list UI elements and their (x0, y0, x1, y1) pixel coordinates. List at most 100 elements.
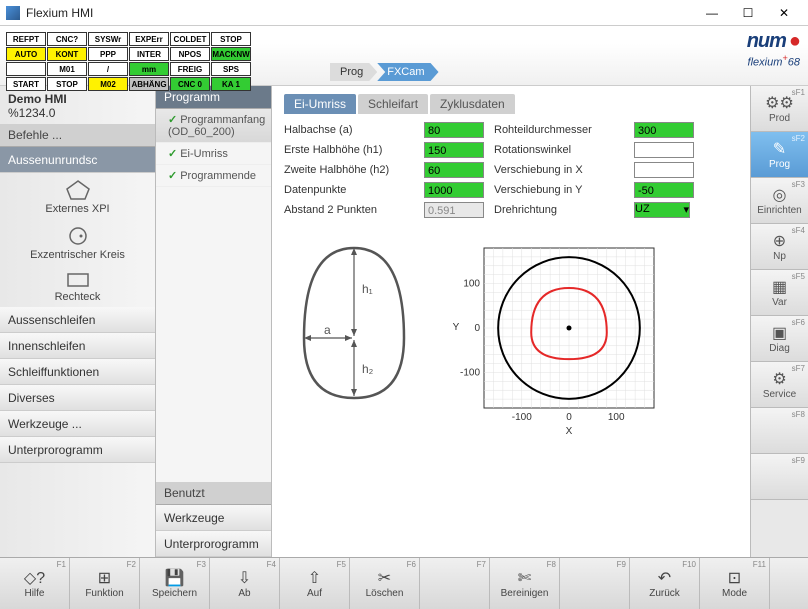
tree-item[interactable]: ✓Programmende (156, 165, 271, 187)
status-cell: ABHÄNG (129, 77, 169, 91)
status-cell: SYSWr (88, 32, 128, 46)
side-f-button[interactable]: sF5▦Var (751, 270, 808, 316)
maximize-button[interactable]: ☐ (730, 2, 766, 24)
close-button[interactable]: ✕ (766, 2, 802, 24)
param-label: Zweite Halbhöhe (h2) (284, 164, 414, 176)
status-cell: REFPT (6, 32, 46, 46)
params-grid: Halbachse (a) 80 Rohteildurchmesser 300 Erst… (284, 122, 738, 218)
bottom-button[interactable]: F5⇧Auf (280, 558, 350, 609)
status-cell: M02 (88, 77, 128, 91)
logo-sub: flexium+68 (748, 53, 800, 69)
left-nav-button[interactable]: Innenschleifen (0, 333, 155, 359)
param-label: Rotationswinkel (494, 144, 624, 156)
side-f-button[interactable]: sF3◎Einrichten (751, 178, 808, 224)
status-cell (6, 62, 46, 76)
param-label: Drehrichtung (494, 204, 624, 216)
left-nav-button[interactable]: Werkzeuge ... (0, 411, 155, 437)
param-value[interactable]: UZ ▾ (634, 202, 690, 218)
mid-button[interactable]: Unterprorogramm (156, 531, 271, 557)
bottom-button[interactable]: F2⊞Funktion (70, 558, 140, 609)
status-cell: EXPErr (129, 32, 169, 46)
side-f-button[interactable]: sF6▣Diag (751, 316, 808, 362)
svg-text:-100: -100 (460, 367, 480, 378)
svg-text:0: 0 (566, 412, 572, 423)
bottom-button[interactable]: F10↶Zurück (630, 558, 700, 609)
bottom-button[interactable]: F8✄Bereinigen (490, 558, 560, 609)
bottom-button[interactable]: F6✂Löschen (350, 558, 420, 609)
shape-list: Externes XPIExzentrischer KreisRechteck (0, 173, 155, 307)
param-label: Verschiebung in X (494, 164, 624, 176)
shape-item[interactable]: Exzentrischer Kreis (0, 219, 155, 265)
left-nav-button[interactable]: Schleiffunktionen (0, 359, 155, 385)
param-label: Halbachse (a) (284, 124, 414, 136)
shape-item[interactable]: Rechteck (0, 265, 155, 307)
bottom-toolbar: F1◇?HilfeF2⊞FunktionF3💾SpeichernF4⇩AbF5⇧… (0, 557, 808, 609)
shape-item[interactable]: Externes XPI (0, 173, 155, 219)
nav-active[interactable]: Aussenunrundsc (0, 147, 155, 173)
param-value[interactable]: 1000 (424, 182, 484, 198)
side-f-button[interactable]: sF1⚙⚙Prod (751, 86, 808, 132)
side-f-button[interactable]: sF8 (751, 408, 808, 454)
minimize-button[interactable]: — (694, 2, 730, 24)
tree-item[interactable]: ✓Ei-Umriss (156, 143, 271, 165)
param-value[interactable]: -50 (634, 182, 694, 198)
main: Demo HMI %1234.0 Befehle ... Aussenunrun… (0, 86, 808, 557)
logo-num: num (747, 30, 800, 53)
param-value[interactable]: 150 (424, 142, 484, 158)
left-nav-button[interactable]: Aussenschleifen (0, 307, 155, 333)
status-cell: STOP (211, 32, 251, 46)
breadcrumb-item[interactable]: Prog (330, 63, 377, 81)
param-value[interactable]: 60 (424, 162, 484, 178)
status-cell: START (6, 77, 46, 91)
param-label: Rohteildurchmesser (494, 124, 624, 136)
program-tree: ✓Programmanfang (OD_60_200)✓Ei-Umriss✓Pr… (156, 109, 271, 187)
svg-text:h₁: h₁ (362, 282, 373, 296)
xy-chart: -100-10000100100XY (444, 238, 674, 438)
param-value[interactable] (634, 162, 694, 178)
side-f-button[interactable]: sF4⊕Np (751, 224, 808, 270)
used-head: Benutzt (156, 482, 271, 505)
svg-text:X: X (566, 426, 573, 437)
side-f-button[interactable]: sF9 (751, 454, 808, 500)
bottom-button: F9 (560, 558, 630, 609)
bottom-button[interactable]: F1◇?Hilfe (0, 558, 70, 609)
status-cell: INTER (129, 47, 169, 61)
breadcrumb-item[interactable]: FXCam (377, 63, 438, 81)
titlebar: Flexium HMI — ☐ ✕ (0, 0, 808, 26)
status-cell: CNC 0 (170, 77, 210, 91)
tab[interactable]: Ei-Umriss (284, 94, 356, 114)
side-f-button[interactable]: sF2✎Prog (751, 132, 808, 178)
tab[interactable]: Schleifart (358, 94, 428, 114)
mid-button[interactable]: Werkzeuge (156, 505, 271, 531)
param-label: Erste Halbhöhe (h1) (284, 144, 414, 156)
status-cell: SPS (211, 62, 251, 76)
svg-text:h₂: h₂ (362, 362, 374, 376)
bottom-button[interactable]: F3💾Speichern (140, 558, 210, 609)
status-cell: CNC? (47, 32, 87, 46)
status-cell: KONT (47, 47, 87, 61)
mid-column: Programm ✓Programmanfang (OD_60_200)✓Ei-… (156, 86, 272, 557)
svg-text:-100: -100 (512, 412, 532, 423)
commands-head: Befehle ... (0, 124, 155, 147)
program-id: %1234.0 (0, 106, 155, 124)
tab[interactable]: Zyklusdaten (430, 94, 515, 114)
bottom-button[interactable]: F11⊡Mode (700, 558, 770, 609)
status-grid: REFPTCNC?SYSWrEXPErrCOLDETSTOPAUTOKONTPP… (3, 29, 267, 94)
param-value[interactable]: 80 (424, 122, 484, 138)
tree-item[interactable]: ✓Programmanfang (OD_60_200) (156, 109, 271, 143)
bottom-button: F7 (420, 558, 490, 609)
param-label: Abstand 2 Punkten (284, 204, 414, 216)
tabs: Ei-UmrissSchleifartZyklusdaten (284, 94, 738, 114)
param-label: Verschiebung in Y (494, 184, 624, 196)
bottom-button[interactable]: F4⇩Ab (210, 558, 280, 609)
svg-text:100: 100 (463, 279, 480, 290)
status-cell: NPOS (170, 47, 210, 61)
status-cell: AUTO (6, 47, 46, 61)
param-value[interactable]: 300 (634, 122, 694, 138)
left-nav-button[interactable]: Unterprorogramm (0, 437, 155, 463)
left-nav-button[interactable]: Diverses (0, 385, 155, 411)
param-value: 0.591 (424, 202, 484, 218)
param-value[interactable] (634, 142, 694, 158)
svg-text:100: 100 (608, 412, 625, 423)
side-f-button[interactable]: sF7⚙Service (751, 362, 808, 408)
